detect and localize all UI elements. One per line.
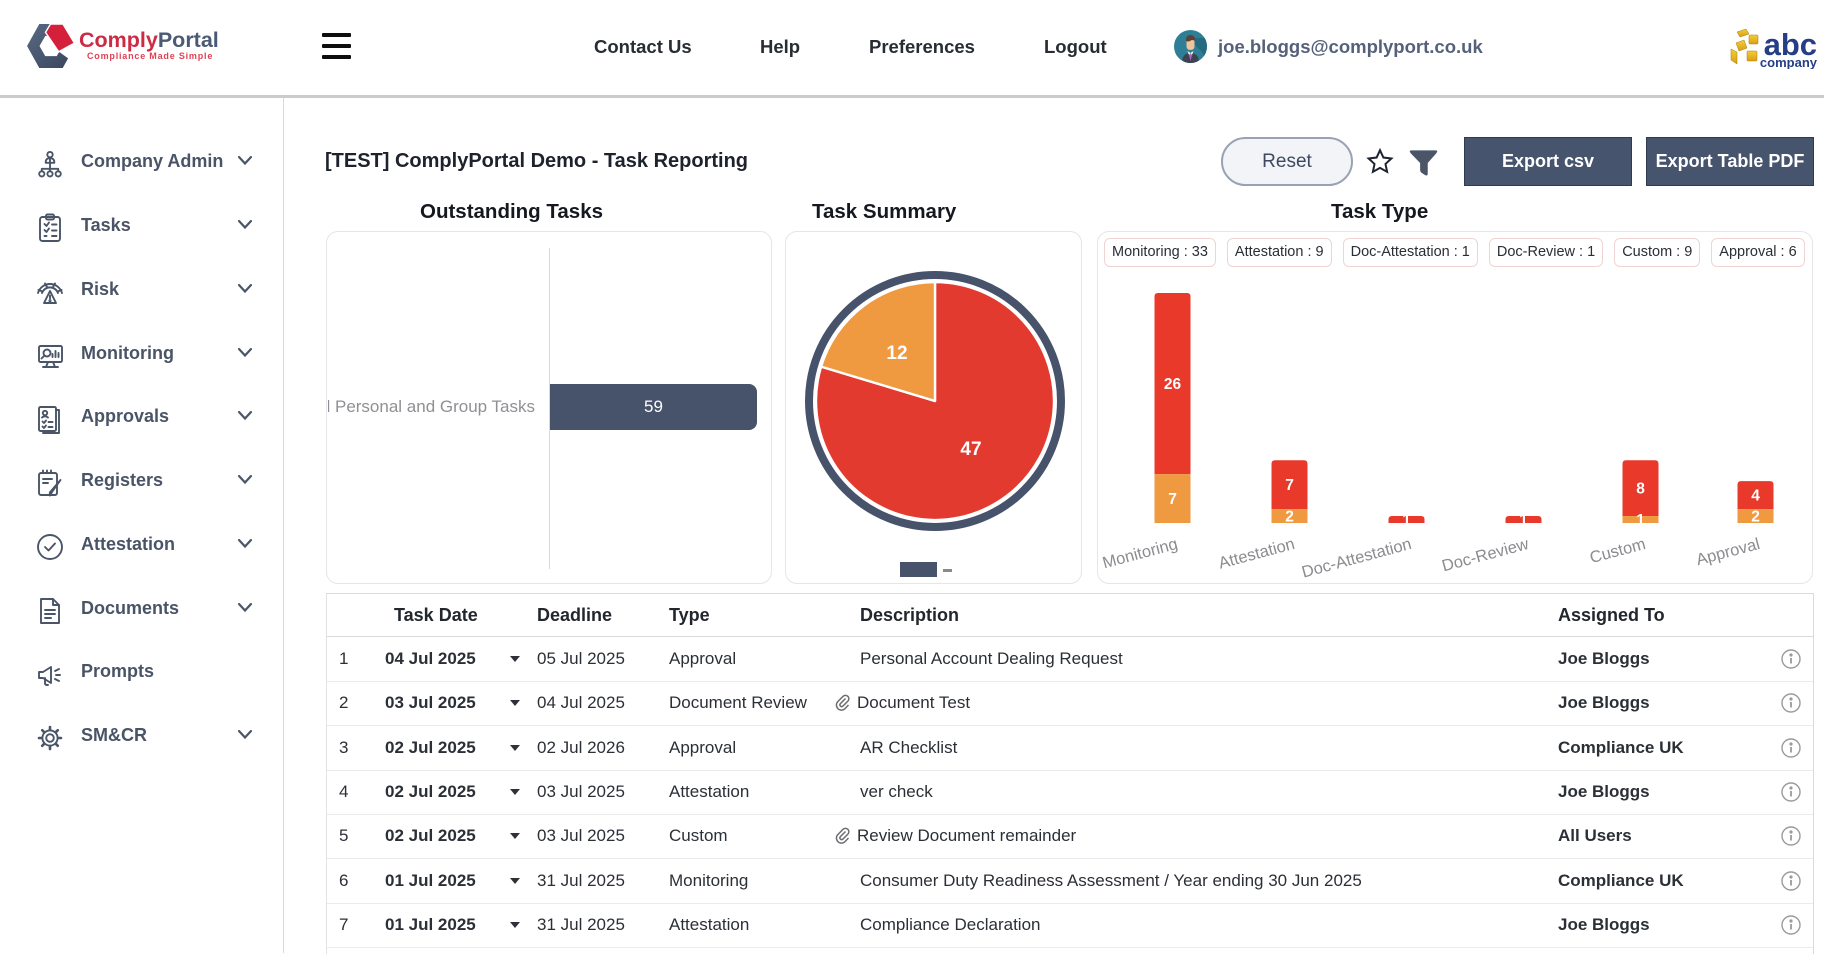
- svg-text:12: 12: [886, 343, 907, 364]
- svg-text:7: 7: [1168, 491, 1177, 508]
- svg-text:1: 1: [1519, 512, 1528, 529]
- svg-text:company: company: [1760, 55, 1817, 69]
- svg-text:26: 26: [1164, 376, 1182, 393]
- svg-text:7: 7: [1285, 477, 1294, 494]
- svg-text:8: 8: [1636, 481, 1645, 498]
- svg-text:1: 1: [1402, 512, 1411, 529]
- svg-text:1: 1: [1636, 512, 1645, 529]
- svg-text:4: 4: [1751, 488, 1760, 505]
- svg-text:47: 47: [960, 439, 981, 460]
- svg-text:2: 2: [1751, 509, 1760, 526]
- svg-text:abc: abc: [1764, 27, 1817, 62]
- svg-text:2: 2: [1285, 509, 1294, 526]
